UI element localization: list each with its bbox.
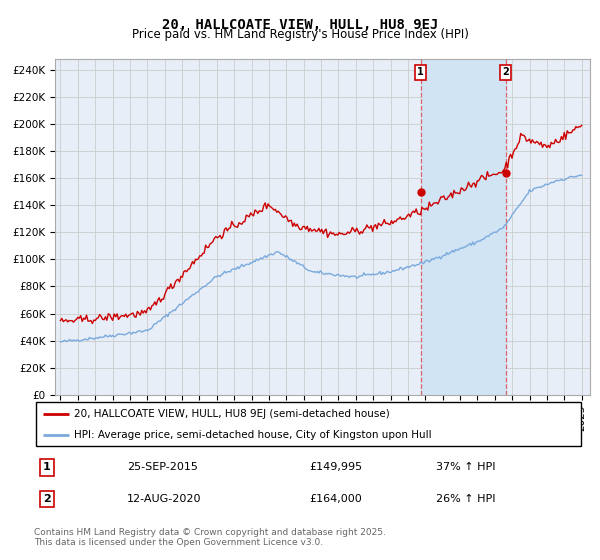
Text: 25-SEP-2015: 25-SEP-2015 xyxy=(127,463,198,473)
Text: 1: 1 xyxy=(417,67,424,77)
Text: 12-AUG-2020: 12-AUG-2020 xyxy=(127,494,202,504)
Text: 37% ↑ HPI: 37% ↑ HPI xyxy=(436,463,496,473)
Text: HPI: Average price, semi-detached house, City of Kingston upon Hull: HPI: Average price, semi-detached house,… xyxy=(74,430,432,440)
Text: 20, HALLCOATE VIEW, HULL, HU8 9EJ: 20, HALLCOATE VIEW, HULL, HU8 9EJ xyxy=(162,18,438,32)
Text: 2: 2 xyxy=(502,67,509,77)
Bar xyxy=(421,59,506,395)
Text: 20, HALLCOATE VIEW, HULL, HU8 9EJ (semi-detached house): 20, HALLCOATE VIEW, HULL, HU8 9EJ (semi-… xyxy=(74,409,390,419)
Text: Contains HM Land Registry data © Crown copyright and database right 2025.
This d: Contains HM Land Registry data © Crown c… xyxy=(34,528,386,548)
Text: 26% ↑ HPI: 26% ↑ HPI xyxy=(436,494,496,504)
FancyBboxPatch shape xyxy=(36,402,581,446)
Text: 1: 1 xyxy=(43,463,50,473)
Text: £149,995: £149,995 xyxy=(309,463,362,473)
Text: £164,000: £164,000 xyxy=(309,494,362,504)
Text: 2: 2 xyxy=(43,494,50,504)
Text: Price paid vs. HM Land Registry's House Price Index (HPI): Price paid vs. HM Land Registry's House … xyxy=(131,28,469,41)
